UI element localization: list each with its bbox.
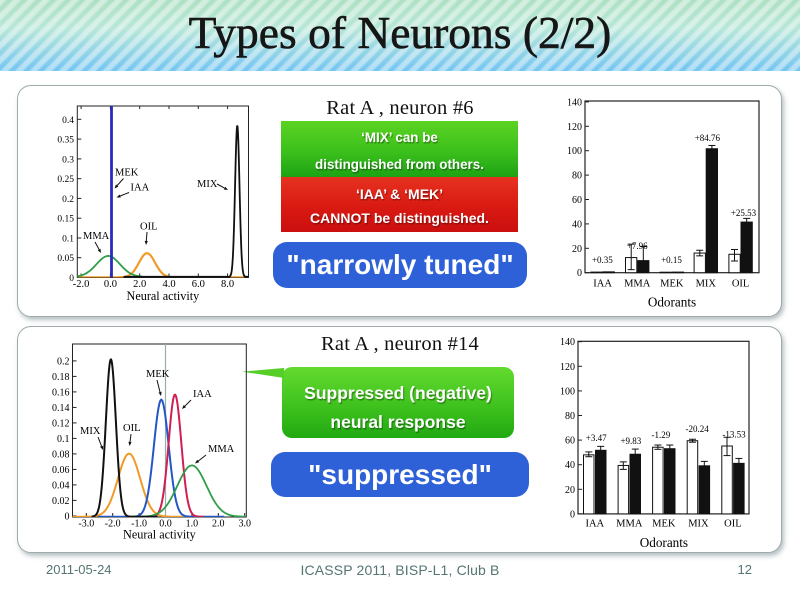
svg-text:IAA: IAA	[193, 389, 212, 400]
svg-text:100: 100	[560, 386, 575, 397]
svg-text:MMA: MMA	[616, 519, 643, 530]
svg-text:MEK: MEK	[660, 279, 684, 290]
svg-text:+9.83: +9.83	[620, 436, 641, 446]
svg-text:0.15: 0.15	[57, 215, 74, 225]
svg-text:IAA: IAA	[585, 519, 604, 530]
svg-text:0.1: 0.1	[57, 434, 70, 445]
svg-text:0.02: 0.02	[52, 496, 70, 507]
svg-text:0: 0	[577, 268, 582, 279]
svg-text:40: 40	[565, 460, 575, 471]
svg-text:140: 140	[560, 337, 575, 348]
svg-text:0.0: 0.0	[104, 279, 117, 290]
svg-text:0.2: 0.2	[57, 356, 70, 367]
svg-text:MMA: MMA	[208, 444, 235, 455]
svg-text:MEK: MEK	[146, 369, 170, 380]
svg-text:0.16: 0.16	[52, 387, 70, 398]
svg-text:Odorants: Odorants	[640, 535, 688, 550]
svg-text:0.3: 0.3	[62, 155, 74, 165]
svg-text:2.0: 2.0	[212, 519, 225, 530]
svg-text:MIX: MIX	[80, 426, 101, 437]
svg-text:120: 120	[560, 362, 575, 373]
svg-text:0.05: 0.05	[57, 254, 74, 264]
svg-text:4.0: 4.0	[162, 279, 175, 290]
svg-text:60: 60	[572, 195, 582, 206]
svg-text:+84.76: +84.76	[695, 133, 721, 143]
svg-text:0: 0	[65, 511, 70, 522]
svg-text:+0.15: +0.15	[661, 255, 682, 265]
svg-text:0.4: 0.4	[62, 116, 74, 126]
svg-text:0.25: 0.25	[57, 175, 74, 185]
svg-text:8.0: 8.0	[221, 279, 234, 290]
svg-text:0.06: 0.06	[52, 465, 70, 476]
svg-text:Neural activity: Neural activity	[123, 528, 197, 542]
svg-text:0.08: 0.08	[52, 449, 70, 460]
svg-text:0: 0	[69, 274, 74, 284]
svg-text:0.2: 0.2	[62, 195, 74, 205]
svg-text:0.35: 0.35	[57, 136, 74, 146]
svg-text:-2.0: -2.0	[73, 279, 90, 290]
svg-text:MIX: MIX	[197, 179, 218, 190]
svg-text:+7.96: +7.96	[627, 241, 648, 251]
svg-text:80: 80	[572, 171, 582, 182]
svg-text:MMA: MMA	[83, 231, 110, 242]
svg-text:-2.0: -2.0	[105, 519, 121, 530]
svg-text:20: 20	[572, 244, 582, 255]
svg-text:OIL: OIL	[140, 222, 158, 233]
svg-text:0.1: 0.1	[62, 235, 74, 245]
svg-text:20: 20	[565, 485, 575, 496]
svg-text:0.12: 0.12	[52, 418, 70, 429]
svg-text:-1.0: -1.0	[131, 519, 147, 530]
svg-text:MEK: MEK	[115, 168, 139, 179]
svg-text:0.04: 0.04	[52, 480, 70, 491]
svg-text:IAA: IAA	[593, 279, 612, 290]
svg-text:2.0: 2.0	[133, 279, 146, 290]
svg-text:OIL: OIL	[732, 279, 750, 290]
svg-text:6.0: 6.0	[192, 279, 205, 290]
svg-text:MIX: MIX	[688, 519, 709, 530]
svg-text:40: 40	[572, 219, 582, 230]
svg-text:0.18: 0.18	[52, 372, 70, 383]
svg-text:140: 140	[567, 97, 582, 108]
svg-text:-13.53: -13.53	[722, 430, 746, 440]
svg-text:0.14: 0.14	[52, 403, 70, 414]
svg-text:60: 60	[565, 436, 575, 447]
svg-text:100: 100	[567, 146, 582, 157]
svg-text:-20.24: -20.24	[685, 424, 709, 434]
svg-text:Neural activity: Neural activity	[127, 289, 201, 303]
svg-text:80: 80	[565, 411, 575, 422]
svg-text:1.0: 1.0	[186, 519, 199, 530]
svg-text:+25.53: +25.53	[731, 208, 757, 218]
svg-text:MMA: MMA	[624, 279, 651, 290]
svg-text:OIL: OIL	[123, 423, 141, 434]
svg-text:+0.35: +0.35	[592, 255, 613, 265]
svg-text:MIX: MIX	[696, 279, 717, 290]
svg-text:0.0: 0.0	[159, 519, 172, 530]
svg-text:-1.29: -1.29	[652, 430, 671, 440]
svg-text:-3.0: -3.0	[78, 519, 94, 530]
svg-text:OIL: OIL	[724, 519, 742, 530]
svg-text:IAA: IAA	[131, 183, 150, 194]
svg-text:3.0: 3.0	[238, 519, 251, 530]
svg-text:MEK: MEK	[652, 519, 676, 530]
svg-text:Odorants: Odorants	[648, 295, 696, 310]
svg-text:0: 0	[570, 509, 575, 520]
svg-text:+3.47: +3.47	[586, 433, 607, 443]
svg-text:120: 120	[567, 122, 582, 133]
